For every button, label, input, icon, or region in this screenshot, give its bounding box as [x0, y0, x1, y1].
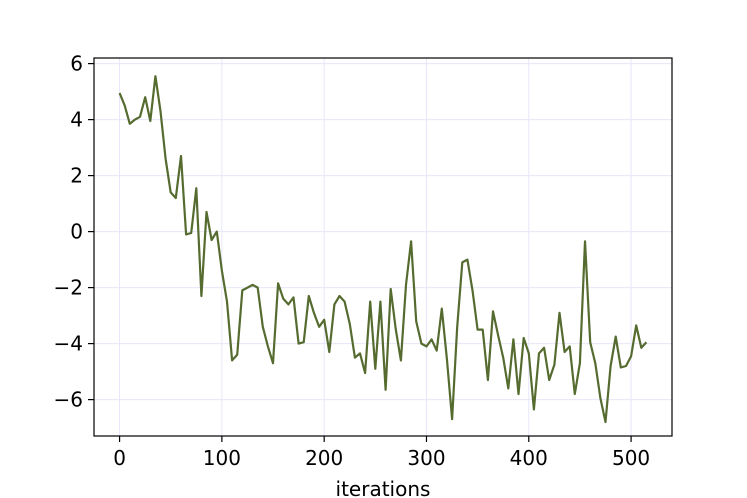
x-tick-label: 300	[407, 446, 445, 470]
y-tick-label: 2	[70, 164, 83, 188]
x-tick-label: 0	[113, 446, 126, 470]
plot-frame	[93, 57, 673, 437]
y-tick-label: −4	[54, 332, 83, 356]
x-tick-label: 100	[203, 446, 241, 470]
y-tick-label: −6	[54, 388, 83, 412]
y-axis: −6 −4 −2 0 2 4 6	[54, 52, 94, 412]
y-tick-label: 4	[70, 108, 83, 132]
x-axis-label: iterations	[336, 477, 431, 498]
series-layer	[118, 75, 648, 424]
y-tick-label: 0	[70, 220, 83, 244]
x-tick-label: 400	[510, 446, 548, 470]
x-axis: 0 100 200 300 400 500	[113, 436, 650, 470]
x-tick-label: 500	[612, 446, 650, 470]
y-tick-label: 6	[70, 52, 83, 76]
y-tick-label: −2	[54, 276, 83, 300]
series-line	[118, 75, 648, 424]
grid	[94, 58, 672, 436]
x-tick-label: 200	[305, 446, 343, 470]
